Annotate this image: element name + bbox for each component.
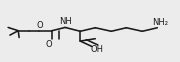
Text: NH: NH [59, 17, 72, 26]
Text: O: O [46, 40, 52, 49]
Text: OH: OH [91, 45, 104, 54]
Text: NH₂: NH₂ [152, 18, 168, 27]
Text: O: O [36, 21, 43, 30]
